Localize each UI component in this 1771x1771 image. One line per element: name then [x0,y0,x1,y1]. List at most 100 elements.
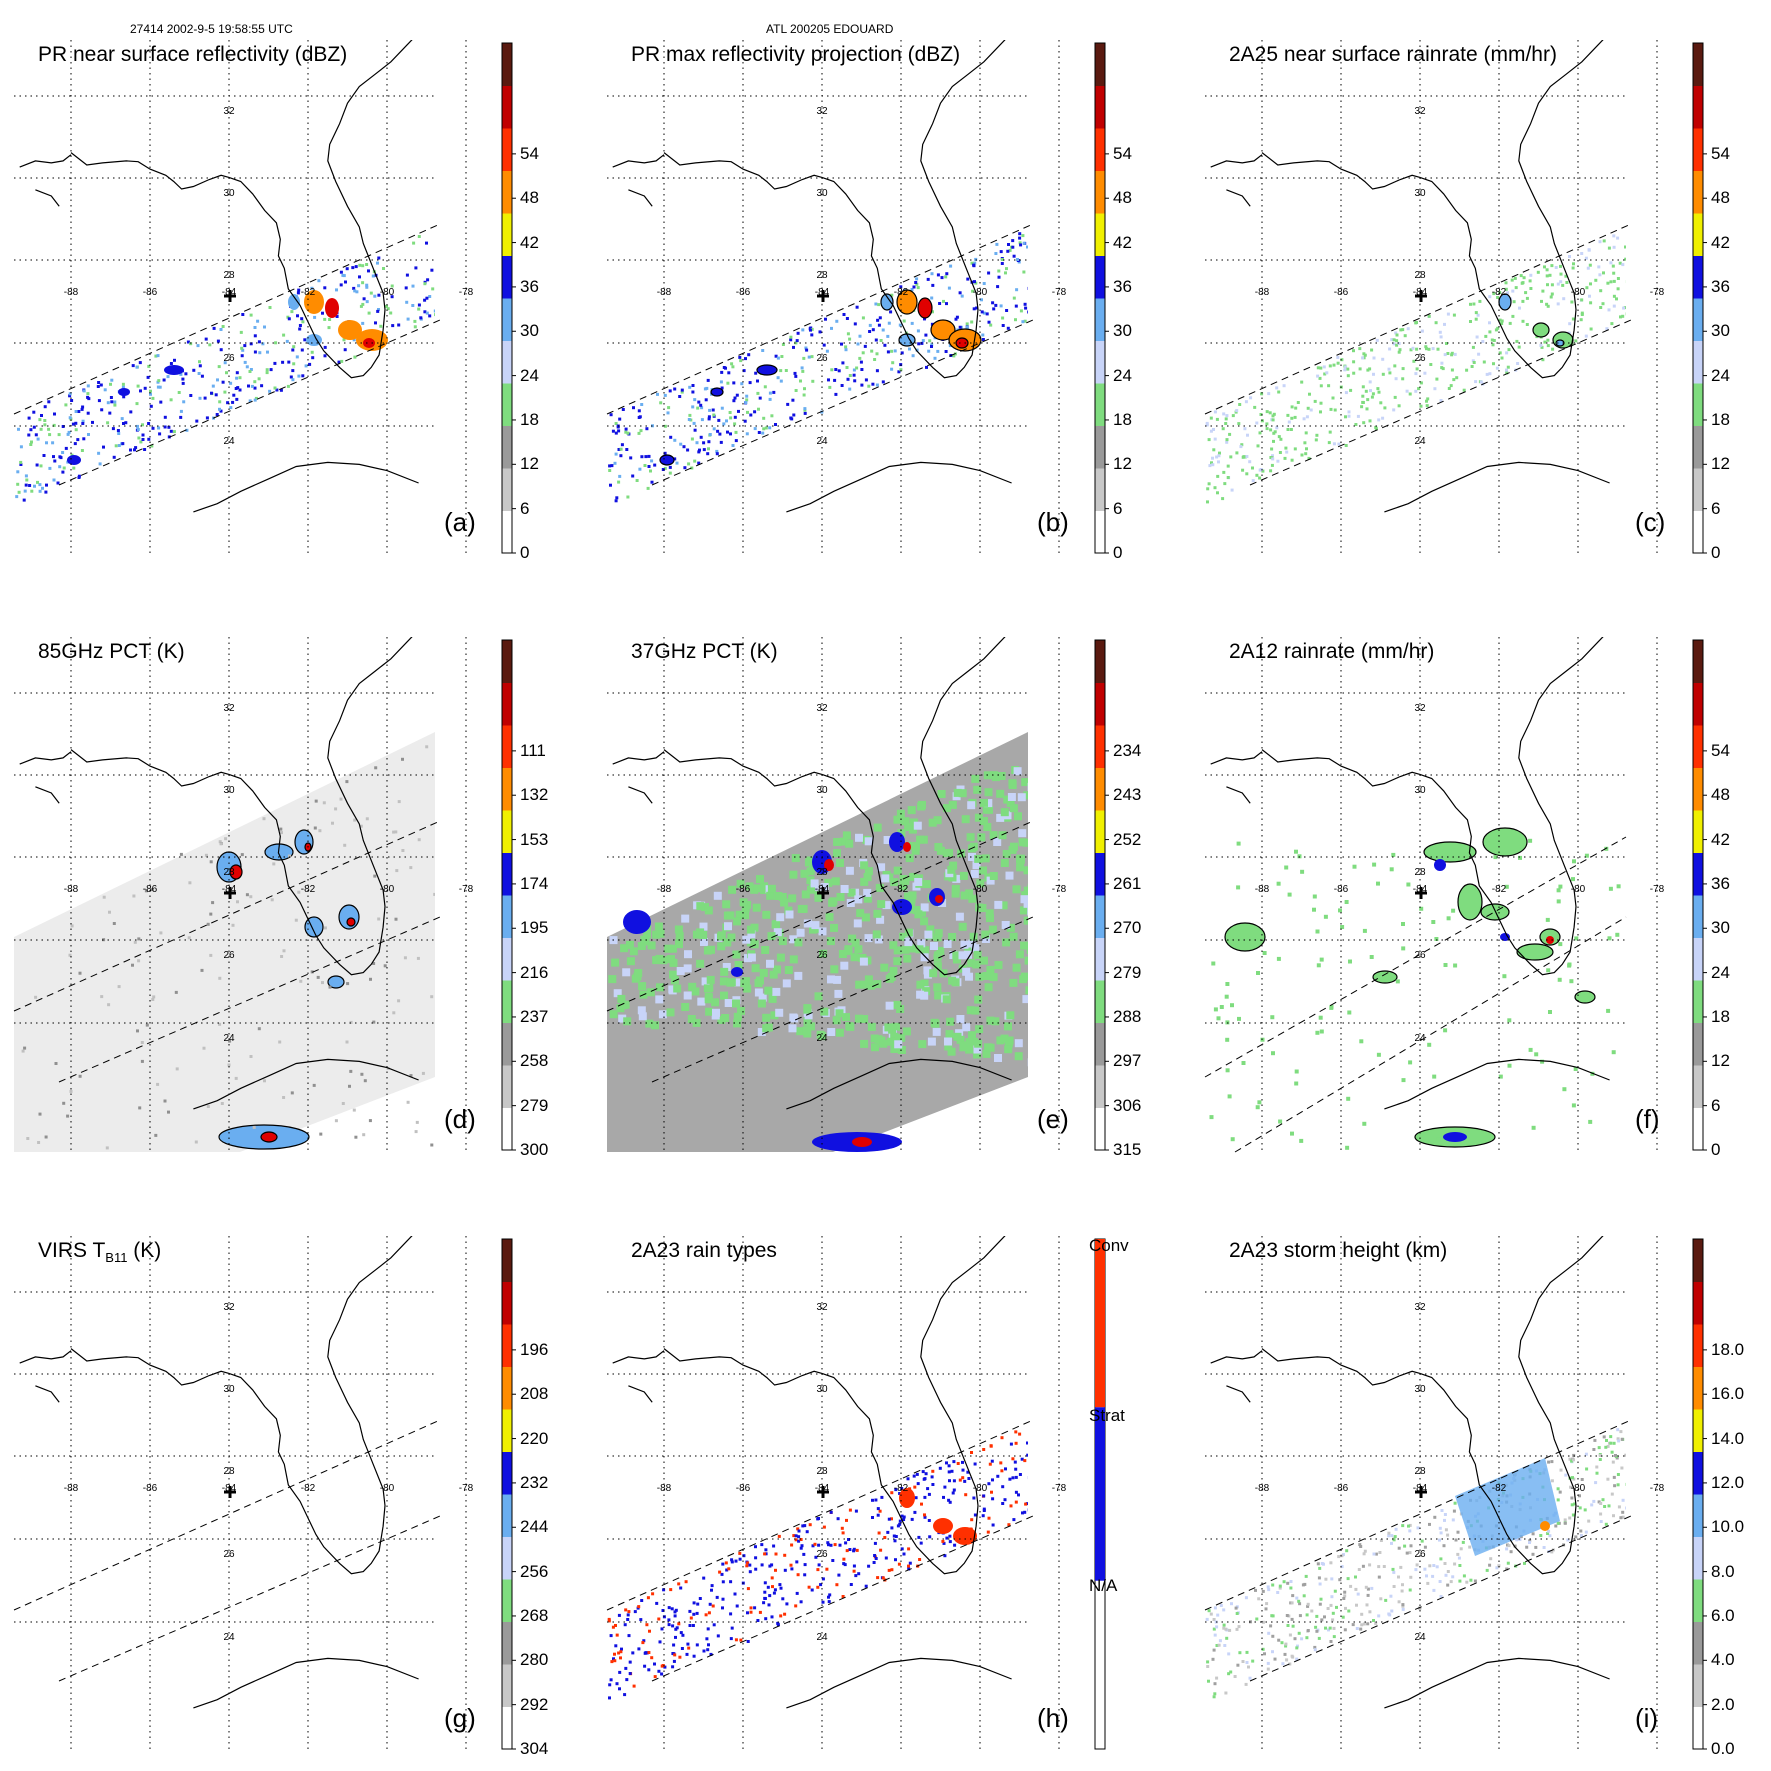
colorbar-seg-11 [502,43,512,86]
coastline-2 [1226,786,1251,804]
coastline-3 [193,1657,419,1709]
lat-label-32: 32 [1414,703,1426,714]
lon-label-m78: -78 [1052,884,1067,895]
legend-label-2: 12 [520,454,539,474]
legend-type-na: N/A [1089,1576,1118,1595]
legend-type-conv: Conv [1089,1236,1129,1255]
legend-label-8: 48 [520,188,539,208]
lon-label-m86: -86 [736,287,751,298]
legend-label-9: 111 [520,740,546,760]
coastline-1 [19,1350,72,1364]
storm-center-cross [1415,887,1427,899]
legend-label-5: 30 [1711,918,1730,938]
colorbar-seg-5 [1095,895,1105,938]
lon-label-m78: -78 [459,884,474,895]
panel-label-e: (e) [1037,1104,1069,1134]
colorbar-seg-8 [1693,767,1703,811]
legend-label-4: 256 [520,1561,549,1581]
colorbar-seg-8 [502,1366,512,1410]
panel-title-b: PR max reflectivity projection (dBZ) [631,43,961,66]
lon-label-m80: -80 [1571,884,1586,895]
panel-c-field [1205,40,1626,513]
lon-label-m80: -80 [973,287,988,298]
legend-label-8: 243 [1113,785,1142,805]
lat-label-32: 32 [816,703,828,714]
colorbar-frame [1692,42,1704,554]
title-main: VIRS T [38,1239,106,1262]
legend-label-0: 0 [1711,543,1721,562]
storm-center-cross [224,887,236,899]
lon-label-m88: -88 [1255,1483,1270,1494]
colorbar-seg-6 [1095,255,1105,299]
colorbar-seg-2 [502,425,512,469]
lon-label-m82: -82 [301,884,316,895]
legend-label-3: 18 [1113,409,1132,429]
legend-label-6: 174 [520,873,549,893]
colorbar-seg-0 [1095,1107,1105,1151]
coastline-1 [1210,1350,1263,1364]
colorbar-seg-1 [1693,1065,1703,1108]
lon-label-m78: -78 [1650,1483,1665,1494]
title-sub: B11 [105,1250,128,1265]
lat-label-26: 26 [223,950,235,961]
panel-label-c: (c) [1635,507,1666,537]
colorbar-seg-4 [502,340,512,384]
legend-label-2: 297 [1113,1051,1142,1071]
legend-label-1: 6 [1711,1095,1721,1115]
storm-center-cross [1415,290,1427,302]
coastline-0 [1261,1236,1604,1575]
colorbar-seg-9 [1693,1324,1703,1367]
colorbar-seg-3 [502,980,512,1023]
lon-label-m88: -88 [1255,287,1270,298]
lon-label-m78: -78 [1052,1483,1067,1494]
colorbar-seg-7 [1693,1409,1703,1452]
colorbar-seg-4 [1693,937,1703,981]
coastline-4 [1059,314,1067,326]
colorbar-seg-9 [1095,725,1105,768]
lon-label-m82: -82 [1492,287,1507,298]
legend-label-7: 42 [1711,232,1730,252]
legend-label-7: 252 [1113,829,1142,849]
panel-h-field [607,1236,1028,1709]
coastline-1 [612,751,665,765]
orbit-time-header: 27414 2002-9-5 19:58:55 UTC [130,22,293,36]
lat-label-32: 32 [816,1302,828,1313]
coastline-3 [786,1058,1012,1110]
lon-label-m86: -86 [736,1483,751,1494]
lon-label-m80: -80 [380,884,395,895]
coastline-0 [1261,40,1604,379]
colorbar-seg-7 [1095,810,1105,853]
colorbar-seg-3 [1693,980,1703,1023]
lon-label-m88: -88 [657,1483,672,1494]
coastline-2 [1226,1385,1251,1403]
lat-label-28: 28 [1414,270,1426,281]
lat-label-24: 24 [1414,1632,1426,1643]
legend-label-4: 24 [520,365,539,385]
coastline-2 [35,786,60,804]
lat-label-32: 32 [223,703,235,714]
lon-label-m78: -78 [1650,287,1665,298]
lon-label-m80: -80 [973,1483,988,1494]
colorbar-seg-4 [1693,340,1703,384]
colorbar-seg-11 [502,1239,512,1282]
coastline-2 [628,1385,653,1403]
colorbar-seg-6 [502,1451,512,1495]
colorbar-seg-9 [502,1324,512,1367]
coastline-1 [1210,154,1263,168]
legend-label-2: 258 [520,1051,549,1071]
colorbar-seg-8 [502,170,512,214]
colorbar-seg-3 [1693,1579,1703,1622]
colorbar-frame [1692,639,1704,1151]
colorbar-seg-4 [502,1536,512,1580]
colorbar-seg-7 [1095,213,1105,256]
coastline-0 [663,637,1006,976]
colorbar-seg-1 [1693,468,1703,511]
coastline-0 [70,1236,413,1575]
colorbar-seg-10 [1693,682,1703,726]
legend-label-7: 42 [1113,232,1132,252]
colorbar-seg-2 [1095,1022,1105,1066]
colorbar-seg-11 [1095,43,1105,86]
